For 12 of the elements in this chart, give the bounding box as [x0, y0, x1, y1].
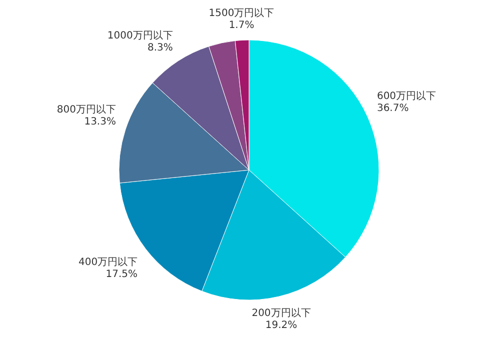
- data-label: 13.3%: [84, 116, 116, 128]
- data-label: 8.3%: [147, 42, 173, 54]
- slice-label: 1500万円以下: [208, 7, 274, 20]
- slice-label: 1000万円以下: [107, 30, 173, 42]
- slice-label: 800万円以下: [56, 103, 116, 116]
- slice-label: 600万円以下: [376, 90, 436, 102]
- data-label: 19.2%: [265, 320, 298, 332]
- slice-label: 400万円以下: [78, 256, 138, 268]
- data-label: 36.7%: [376, 103, 409, 114]
- slice-label: 200万円以下: [252, 307, 311, 320]
- data-label: 17.5%: [106, 268, 138, 280]
- data-label: 1.7%: [228, 20, 254, 32]
